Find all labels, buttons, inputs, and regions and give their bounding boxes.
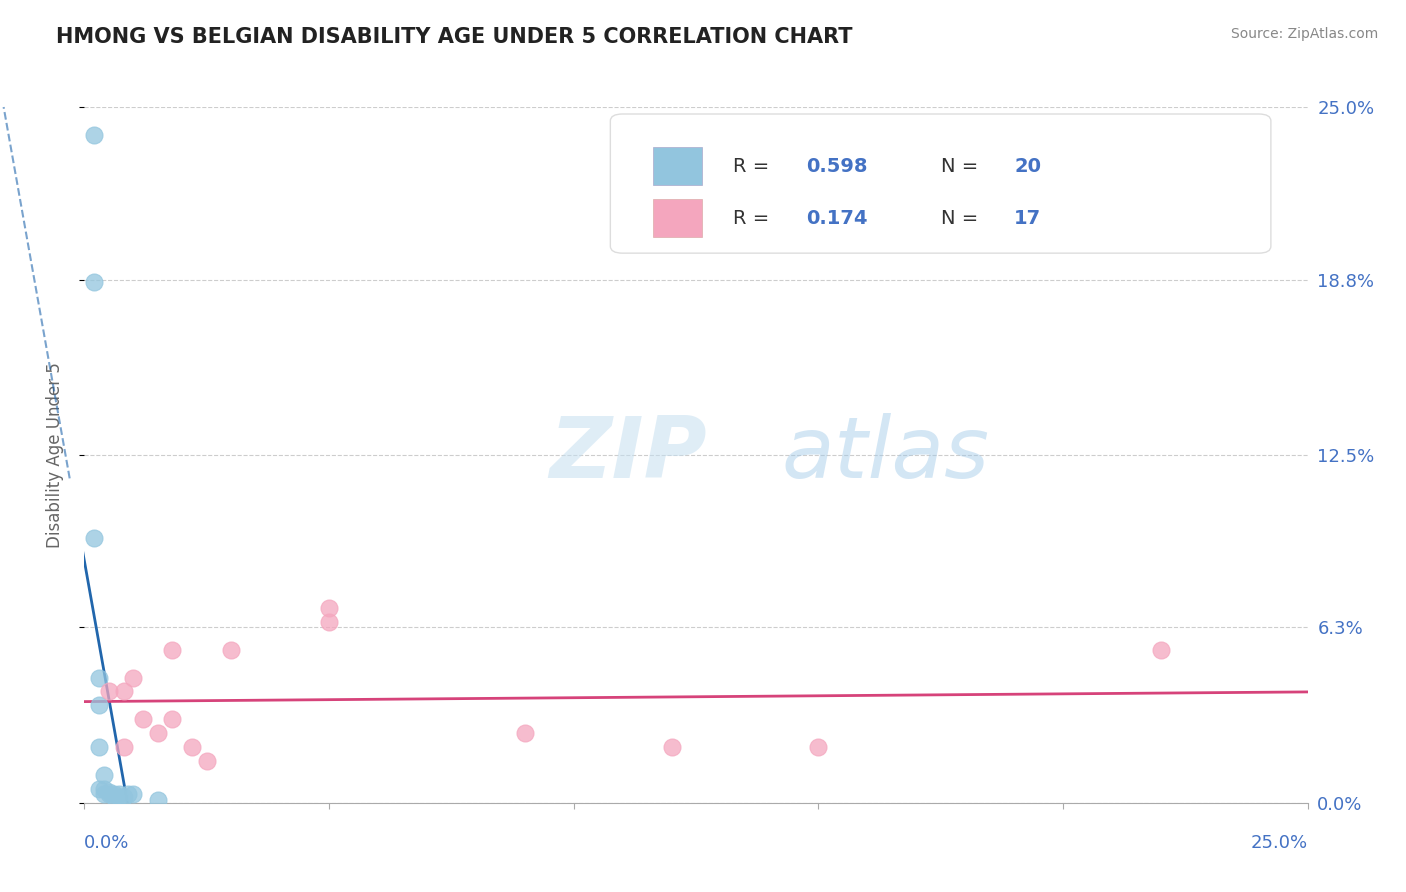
Point xyxy=(162,642,184,657)
Point xyxy=(117,788,139,802)
Point xyxy=(1150,642,1173,657)
Text: 0.174: 0.174 xyxy=(806,209,868,227)
Point xyxy=(107,788,129,802)
FancyBboxPatch shape xyxy=(654,199,702,237)
Point xyxy=(83,128,105,142)
Point xyxy=(87,781,110,796)
Point xyxy=(162,712,184,726)
Point xyxy=(807,740,830,755)
Text: N =: N = xyxy=(941,157,984,176)
Point xyxy=(83,276,105,290)
Point xyxy=(146,726,169,740)
Text: 0.0%: 0.0% xyxy=(84,834,129,852)
Text: N =: N = xyxy=(941,209,984,227)
Point xyxy=(107,790,129,805)
Point xyxy=(181,740,204,755)
Text: R =: R = xyxy=(733,209,775,227)
Point xyxy=(112,684,135,698)
FancyBboxPatch shape xyxy=(654,147,702,186)
Point xyxy=(122,671,145,685)
Y-axis label: Disability Age Under 5: Disability Age Under 5 xyxy=(45,362,63,548)
Point xyxy=(87,698,110,713)
Text: HMONG VS BELGIAN DISABILITY AGE UNDER 5 CORRELATION CHART: HMONG VS BELGIAN DISABILITY AGE UNDER 5 … xyxy=(56,27,853,46)
Text: 20: 20 xyxy=(1014,157,1040,176)
Text: 25.0%: 25.0% xyxy=(1250,834,1308,852)
Point xyxy=(513,726,536,740)
Point xyxy=(112,740,135,755)
Text: 0.598: 0.598 xyxy=(806,157,868,176)
Point xyxy=(132,712,155,726)
Text: atlas: atlas xyxy=(782,413,990,497)
Point xyxy=(87,671,110,685)
Point xyxy=(112,790,135,805)
Point xyxy=(97,785,120,799)
Point xyxy=(97,684,120,698)
Text: 17: 17 xyxy=(1014,209,1040,227)
Point xyxy=(661,740,683,755)
Point xyxy=(103,790,125,805)
Point xyxy=(93,768,115,782)
Point xyxy=(93,788,115,802)
Point xyxy=(103,788,125,802)
Point xyxy=(318,601,340,615)
Point xyxy=(195,754,218,768)
Point xyxy=(83,532,105,546)
Point xyxy=(318,615,340,629)
Point xyxy=(146,793,169,807)
Text: Source: ZipAtlas.com: Source: ZipAtlas.com xyxy=(1230,27,1378,41)
Point xyxy=(97,788,120,802)
Text: R =: R = xyxy=(733,157,775,176)
Text: ZIP: ZIP xyxy=(550,413,707,497)
Point xyxy=(219,642,242,657)
Legend: Hmong, Belgians: Hmong, Belgians xyxy=(554,887,838,892)
Point xyxy=(87,740,110,755)
Point xyxy=(122,788,145,802)
FancyBboxPatch shape xyxy=(610,114,1271,253)
Point xyxy=(93,781,115,796)
